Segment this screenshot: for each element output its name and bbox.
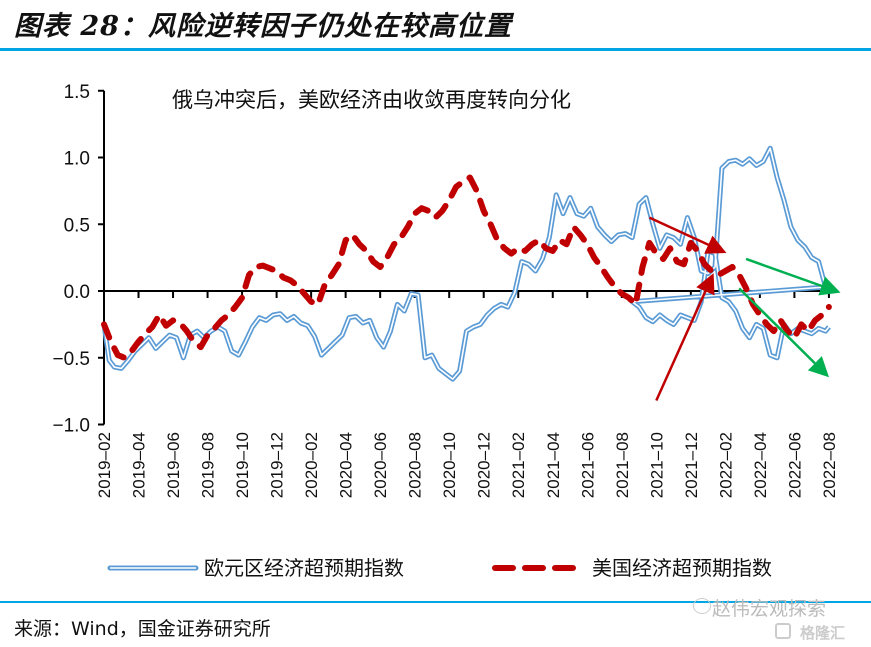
- x-tick-label: 2019–08: [199, 432, 218, 498]
- x-tick-label: 2022–04: [751, 432, 770, 498]
- x-tick-label: 2020–12: [475, 432, 494, 498]
- x-tick-label: 2020–10: [440, 432, 459, 498]
- x-tick-label: 2020–02: [302, 432, 321, 498]
- arrow-layer: [648, 216, 841, 401]
- x-tick-label: 2020–06: [371, 432, 390, 498]
- x-tick-label: 2019–04: [130, 432, 149, 498]
- y-tick-label: 1.0: [64, 149, 90, 170]
- x-tick-label: 2022–08: [820, 432, 839, 498]
- title-rule: [0, 48, 871, 51]
- legend: 欧元区经济超预期指数 美国经济超预期指数: [107, 556, 772, 580]
- x-tick-label: 2021–12: [682, 432, 701, 498]
- series-line-us: [101, 174, 832, 361]
- wechat-icon: [693, 598, 711, 614]
- trend-arrow-green-2: [745, 257, 841, 296]
- legend-label-us: 美国经济超预期指数: [592, 556, 772, 580]
- brand-logo-icon: [775, 623, 791, 639]
- x-tick-label: 2019–06: [164, 432, 183, 498]
- trend-arrow-green-3: [738, 287, 830, 378]
- legend-item-us[interactable]: 美国经济超预期指数: [492, 556, 772, 580]
- y-tick-label: −1.0: [52, 416, 90, 437]
- series-layer: [101, 145, 832, 382]
- legend-label-eurozone: 欧元区经济超预期指数: [204, 556, 404, 580]
- x-tick-label: 2019–02: [95, 432, 114, 498]
- x-tick-label: 2021–08: [613, 432, 632, 498]
- y-tick-label: 0.0: [64, 282, 90, 303]
- chart: 1.51.00.50.0−0.5−1.0 2019–02 2019–04 2019–…: [52, 82, 841, 580]
- y-tick-label: −0.5: [52, 349, 90, 370]
- y-axis: 1.5 1.0 0.5 0.0 −0.5 −1.0: [52, 82, 105, 437]
- source-rule: [0, 601, 871, 603]
- x-tick-label: 2021–06: [578, 432, 597, 498]
- x-tick-label: 2019–10: [233, 432, 252, 498]
- watermark-brand: 格隆汇: [800, 624, 846, 642]
- legend-item-eurozone[interactable]: 欧元区经济超预期指数: [107, 556, 404, 580]
- x-tick-label: 2021–04: [544, 432, 563, 498]
- chart-annotation: 俄乌冲突后，美欧经济由收敛再度转向分化: [172, 88, 571, 112]
- trend-arrow-red-1: [655, 273, 715, 401]
- trend-arrow-red-0: [648, 216, 727, 254]
- x-tick-label: 2020–04: [337, 432, 356, 498]
- x-tick-label: 2022–06: [785, 432, 804, 498]
- x-tick-label: 2021–10: [647, 432, 666, 498]
- y-tick-label: 1.5: [64, 82, 90, 103]
- x-tick-label: 2019–12: [268, 432, 287, 498]
- series-line-eurozone-inner: [103, 147, 830, 380]
- x-tick-label: 2021–02: [509, 432, 528, 498]
- x-axis: 2019–02 2019–04 2019–06 2019–08 2019–10 2019–…: [95, 290, 839, 498]
- source-note: 来源：Wind，国金证券研究所: [14, 618, 271, 640]
- x-tick-label: 2022–02: [716, 432, 735, 498]
- x-tick-label: 2020–08: [406, 432, 425, 498]
- y-tick-label: 0.5: [64, 215, 90, 236]
- watermark: 赵伟宏观探索: [712, 598, 827, 620]
- figure-title: 图表 28：风险逆转因子仍处在较高位置: [14, 11, 512, 42]
